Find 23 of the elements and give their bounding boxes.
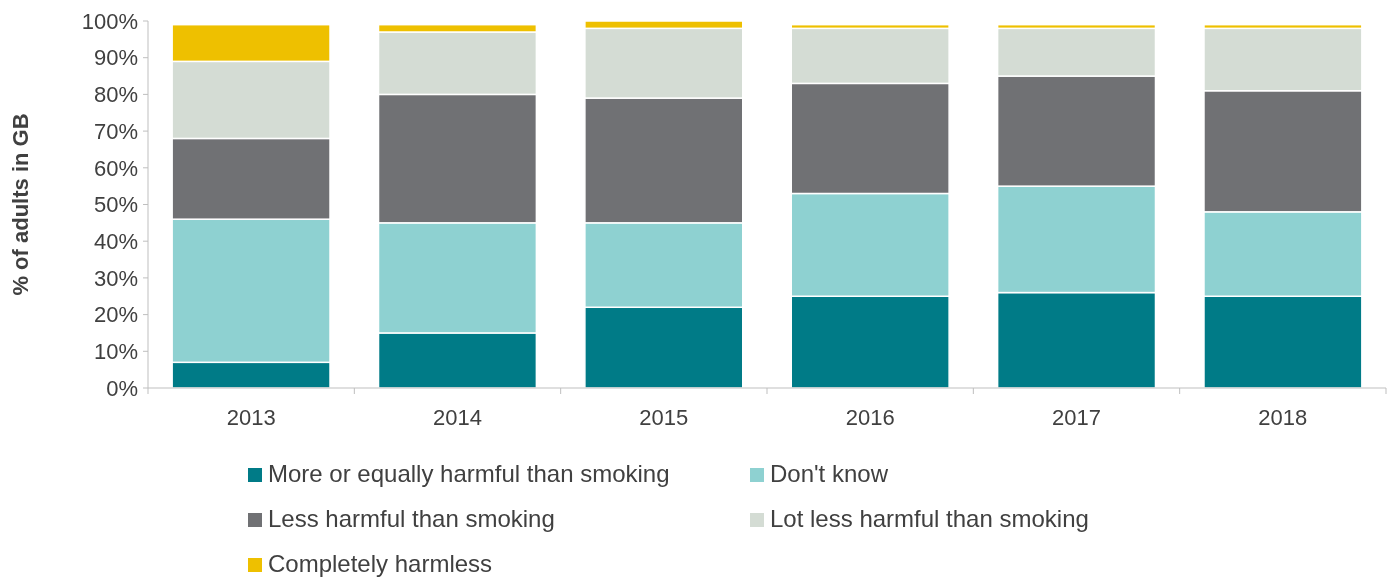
y-tick-label: 10% bbox=[93, 339, 138, 364]
y-tick-label: 40% bbox=[93, 228, 138, 254]
x-tick-label: 2013 bbox=[226, 405, 276, 430]
legend-label: Don't know bbox=[770, 460, 889, 487]
x-tick-label: 2018 bbox=[1258, 405, 1308, 430]
x-tick-label: 2015 bbox=[639, 405, 689, 430]
y-tick-label: 30% bbox=[93, 265, 138, 291]
y-axis-title: % of adults in GB bbox=[8, 113, 33, 296]
legend-label: Completely harmless bbox=[268, 550, 493, 577]
x-tick-label: 2016 bbox=[845, 405, 895, 430]
y-tick-label: 70% bbox=[93, 118, 138, 144]
x-tick-label: 2017 bbox=[1052, 405, 1101, 430]
y-tick-label: 60% bbox=[93, 155, 138, 181]
legend-label: Less harmful than smoking bbox=[268, 505, 555, 532]
y-tick-label: 80% bbox=[93, 82, 138, 108]
legend-label: More or equally harmful than smoking bbox=[268, 460, 670, 487]
y-tick-label: 90% bbox=[93, 45, 138, 71]
y-tick-label: 100% bbox=[81, 8, 138, 34]
y-tick-label: 50% bbox=[93, 192, 138, 218]
x-tick-label: 2014 bbox=[433, 405, 482, 430]
y-tick-label: 0% bbox=[106, 375, 138, 401]
y-tick-label: 20% bbox=[93, 302, 138, 328]
legend-label: Lot less harmful than smoking bbox=[770, 505, 1089, 532]
